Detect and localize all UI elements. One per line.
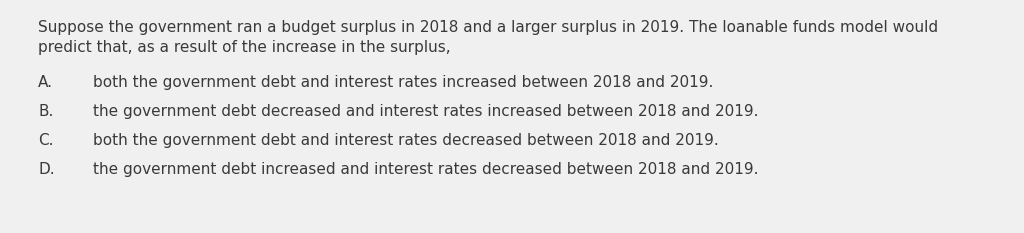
Text: C.: C. <box>38 133 53 148</box>
Text: A.: A. <box>38 75 53 90</box>
Text: the government debt increased and interest rates decreased between 2018 and 2019: the government debt increased and intere… <box>93 162 759 177</box>
Text: D.: D. <box>38 162 54 177</box>
Text: the government debt decreased and interest rates increased between 2018 and 2019: the government debt decreased and intere… <box>93 104 759 119</box>
Text: both the government debt and interest rates decreased between 2018 and 2019.: both the government debt and interest ra… <box>93 133 719 148</box>
Text: B.: B. <box>38 104 53 119</box>
Text: Suppose the government ran a budget surplus in 2018 and a larger surplus in 2019: Suppose the government ran a budget surp… <box>38 20 938 35</box>
Text: both the government debt and interest rates increased between 2018 and 2019.: both the government debt and interest ra… <box>93 75 714 90</box>
Text: predict that, as a result of the increase in the surplus,: predict that, as a result of the increas… <box>38 40 451 55</box>
